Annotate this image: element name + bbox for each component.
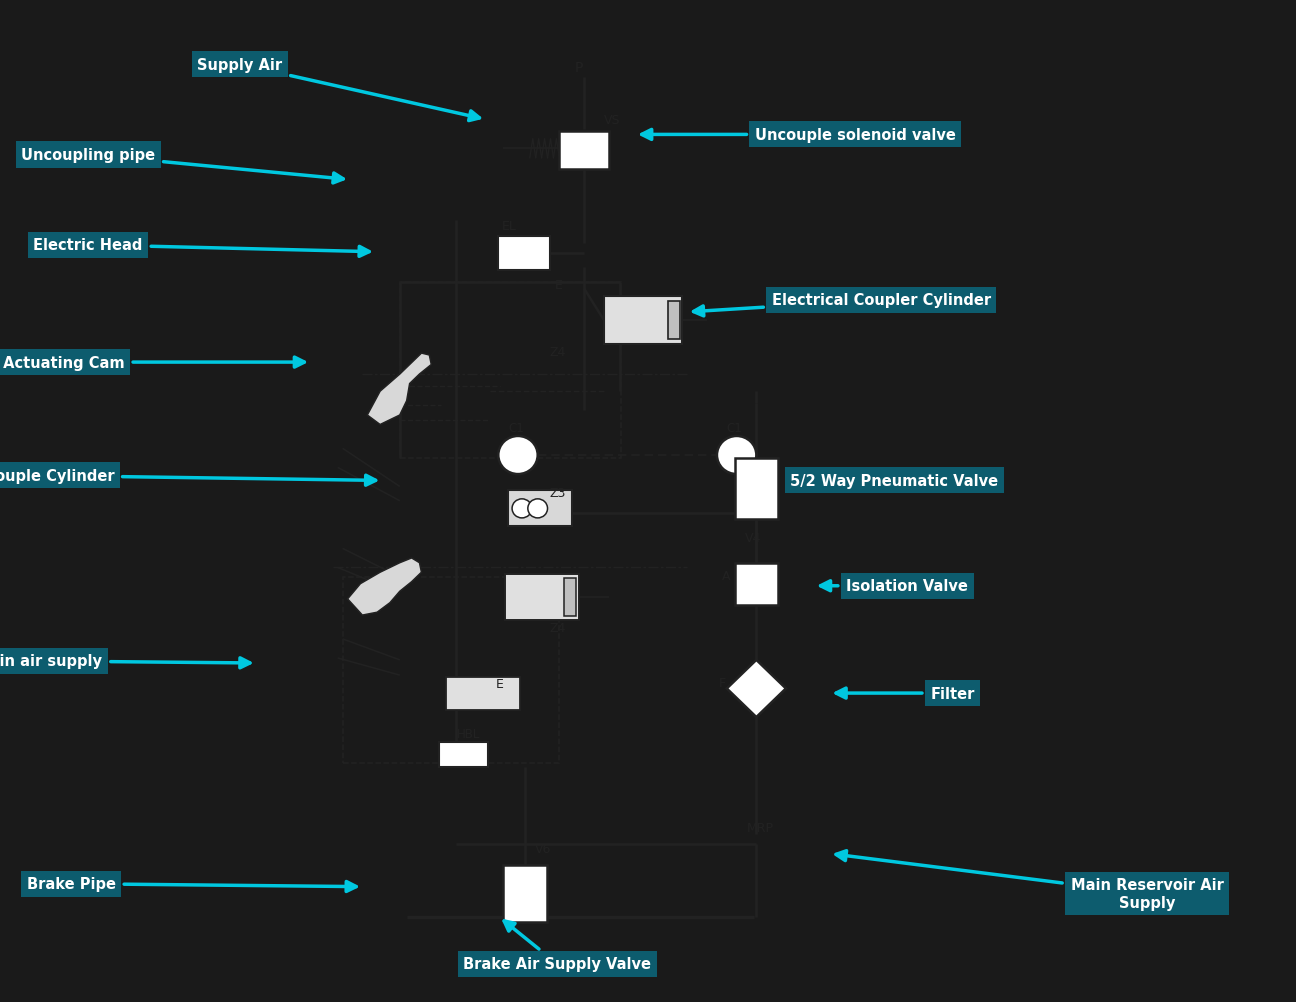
Circle shape: [527, 499, 547, 518]
Text: Electric Head: Electric Head: [34, 238, 369, 258]
Text: C1: C1: [508, 422, 524, 435]
Bar: [399, 283, 621, 459]
Text: Main air supply: Main air supply: [0, 654, 250, 668]
Bar: [508, 491, 572, 527]
Bar: [564, 578, 577, 616]
Bar: [503, 865, 547, 922]
Bar: [735, 563, 778, 605]
Text: Supply Air: Supply Air: [197, 58, 480, 121]
Text: Filter: Filter: [836, 686, 975, 700]
Text: Z3: Z3: [550, 487, 566, 499]
Text: V4: V4: [744, 531, 761, 544]
Polygon shape: [727, 660, 785, 717]
Text: Main Reservoir Air
Supply: Main Reservoir Air Supply: [836, 851, 1223, 910]
Polygon shape: [347, 558, 421, 615]
Polygon shape: [367, 354, 432, 425]
Text: Z4: Z4: [550, 621, 566, 634]
Text: P: P: [575, 61, 583, 75]
Text: F: F: [719, 676, 726, 689]
Bar: [446, 677, 520, 710]
Bar: [505, 574, 579, 620]
Text: C1: C1: [727, 422, 743, 435]
Text: Uncouple solenoid valve: Uncouple solenoid valve: [642, 128, 955, 142]
Text: A: A: [722, 569, 731, 582]
Text: 5/2 Way Pneumatic Valve: 5/2 Way Pneumatic Valve: [791, 474, 998, 488]
Circle shape: [717, 437, 757, 475]
Text: V6: V6: [535, 843, 551, 856]
Text: Uncoupling pipe: Uncoupling pipe: [21, 148, 343, 183]
Bar: [604, 297, 683, 345]
Text: Valve Actuating Cam: Valve Actuating Cam: [0, 356, 305, 370]
Bar: [498, 236, 550, 271]
Bar: [342, 577, 560, 764]
Text: Uncouple Cylinder: Uncouple Cylinder: [0, 469, 376, 486]
Text: Isolation Valve: Isolation Valve: [820, 579, 968, 593]
Text: Electrical Coupler Cylinder: Electrical Coupler Cylinder: [693, 294, 991, 317]
Circle shape: [512, 499, 531, 518]
Text: Brake Air Supply Valve: Brake Air Supply Valve: [463, 921, 652, 971]
Text: HBL: HBL: [457, 727, 481, 740]
Text: Z4: Z4: [550, 346, 566, 359]
Bar: [560, 132, 609, 170]
Text: E: E: [555, 279, 562, 292]
Bar: [439, 742, 489, 767]
Text: VS: VS: [604, 114, 621, 127]
Text: E: E: [495, 677, 503, 689]
Text: MRP: MRP: [746, 822, 774, 835]
Text: EL: EL: [503, 220, 517, 232]
Circle shape: [498, 437, 538, 475]
Bar: [667, 302, 679, 340]
Bar: [735, 458, 778, 519]
Text: Brake Pipe: Brake Pipe: [27, 877, 356, 892]
